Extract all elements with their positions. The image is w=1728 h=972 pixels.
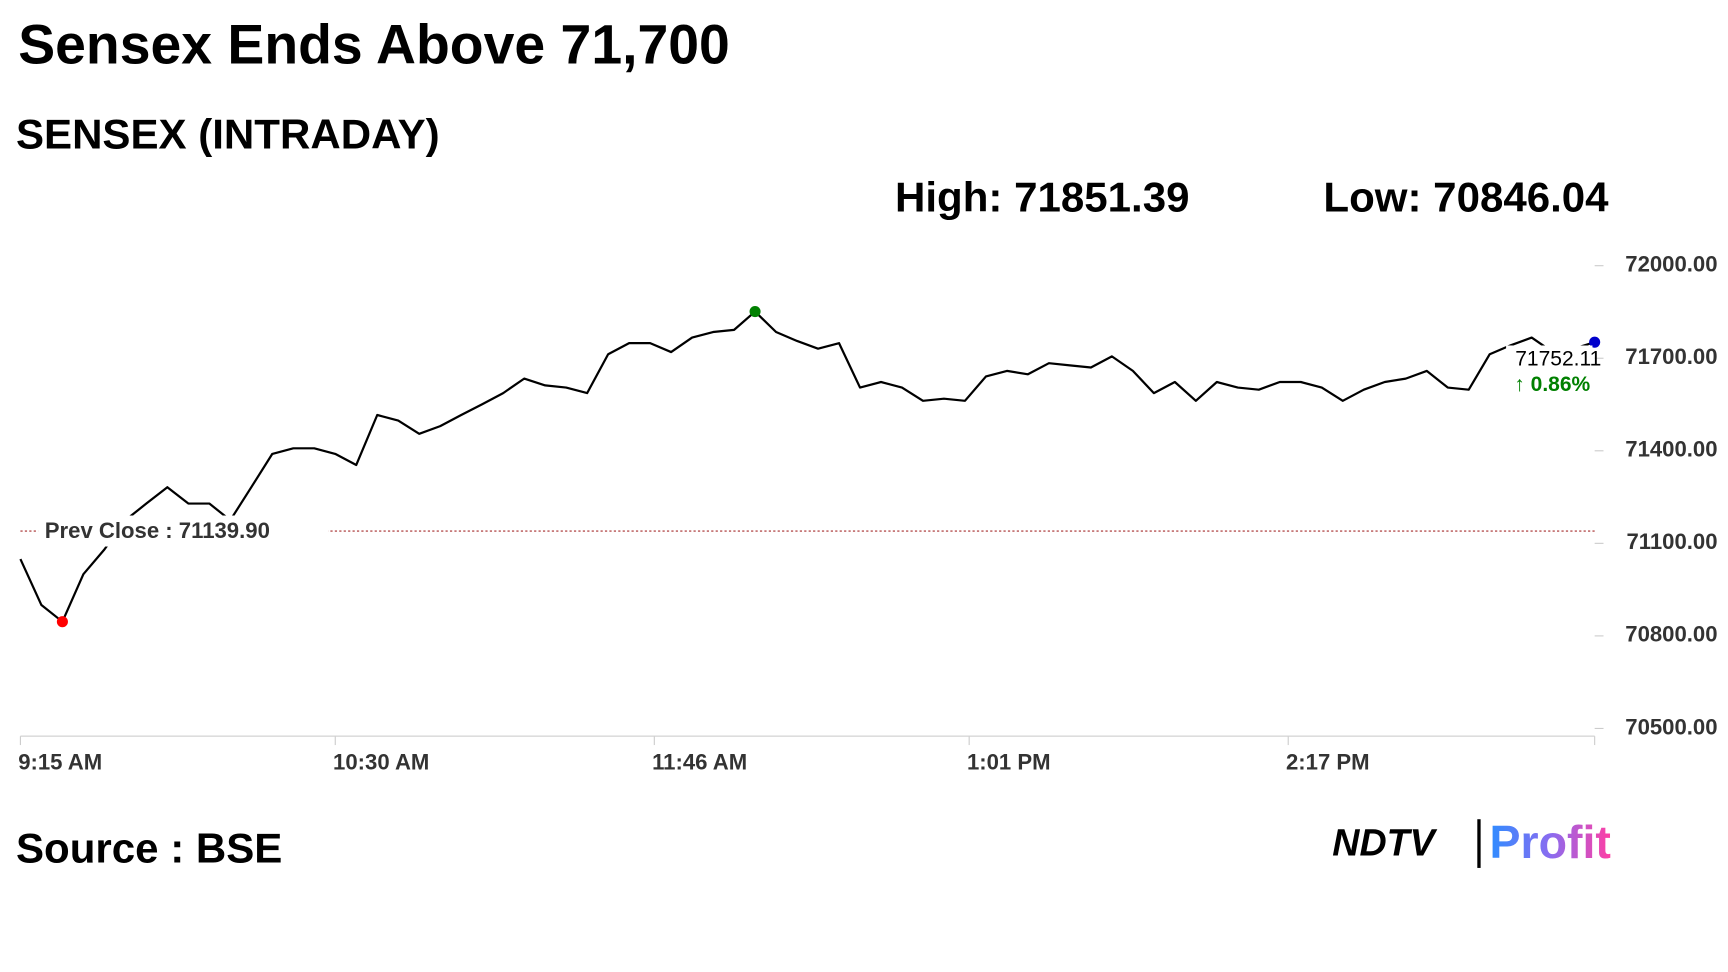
high-label: High: 71851.39	[895, 173, 1189, 220]
logo-left: NDTV	[1332, 822, 1437, 864]
high-marker	[749, 306, 761, 318]
logo-right: Profit	[1489, 816, 1610, 868]
chart-subtitle: SENSEX (INTRADAY)	[16, 110, 440, 157]
low-marker	[56, 616, 68, 628]
prev-close-bg	[38, 515, 329, 547]
x-tick-label: 2:17 PM	[1286, 750, 1370, 775]
last-label: 71752.11	[1515, 347, 1601, 370]
change-label: ↑ 0.86%	[1514, 373, 1590, 396]
x-tick-label: 1:01 PM	[967, 750, 1051, 775]
last-marker	[1589, 336, 1601, 348]
x-tick-label: 11:46 AM	[652, 750, 747, 775]
source: Source : BSE	[16, 824, 282, 871]
x-tick-label: 9:15 AM	[18, 750, 102, 775]
low-label: Low: 70846.04	[1323, 173, 1609, 220]
chart-title: Sensex Ends Above 71,700	[18, 13, 730, 75]
y-tick-label: 71400.00	[1625, 437, 1717, 462]
prev-close-label: Prev Close : 71139.90	[45, 518, 270, 543]
y-tick-label: 71100.00	[1626, 529, 1717, 554]
y-tick-label: 70500.00	[1625, 714, 1717, 739]
logo-divider	[1477, 819, 1481, 868]
x-tick-label: 10:30 AM	[333, 750, 429, 775]
y-tick-label: 71700.00	[1625, 344, 1717, 369]
last-label-bg	[1506, 345, 1593, 399]
y-tick-label: 70800.00	[1625, 622, 1717, 647]
y-tick-label: 72000.00	[1625, 252, 1717, 277]
price-line	[19, 310, 1595, 623]
